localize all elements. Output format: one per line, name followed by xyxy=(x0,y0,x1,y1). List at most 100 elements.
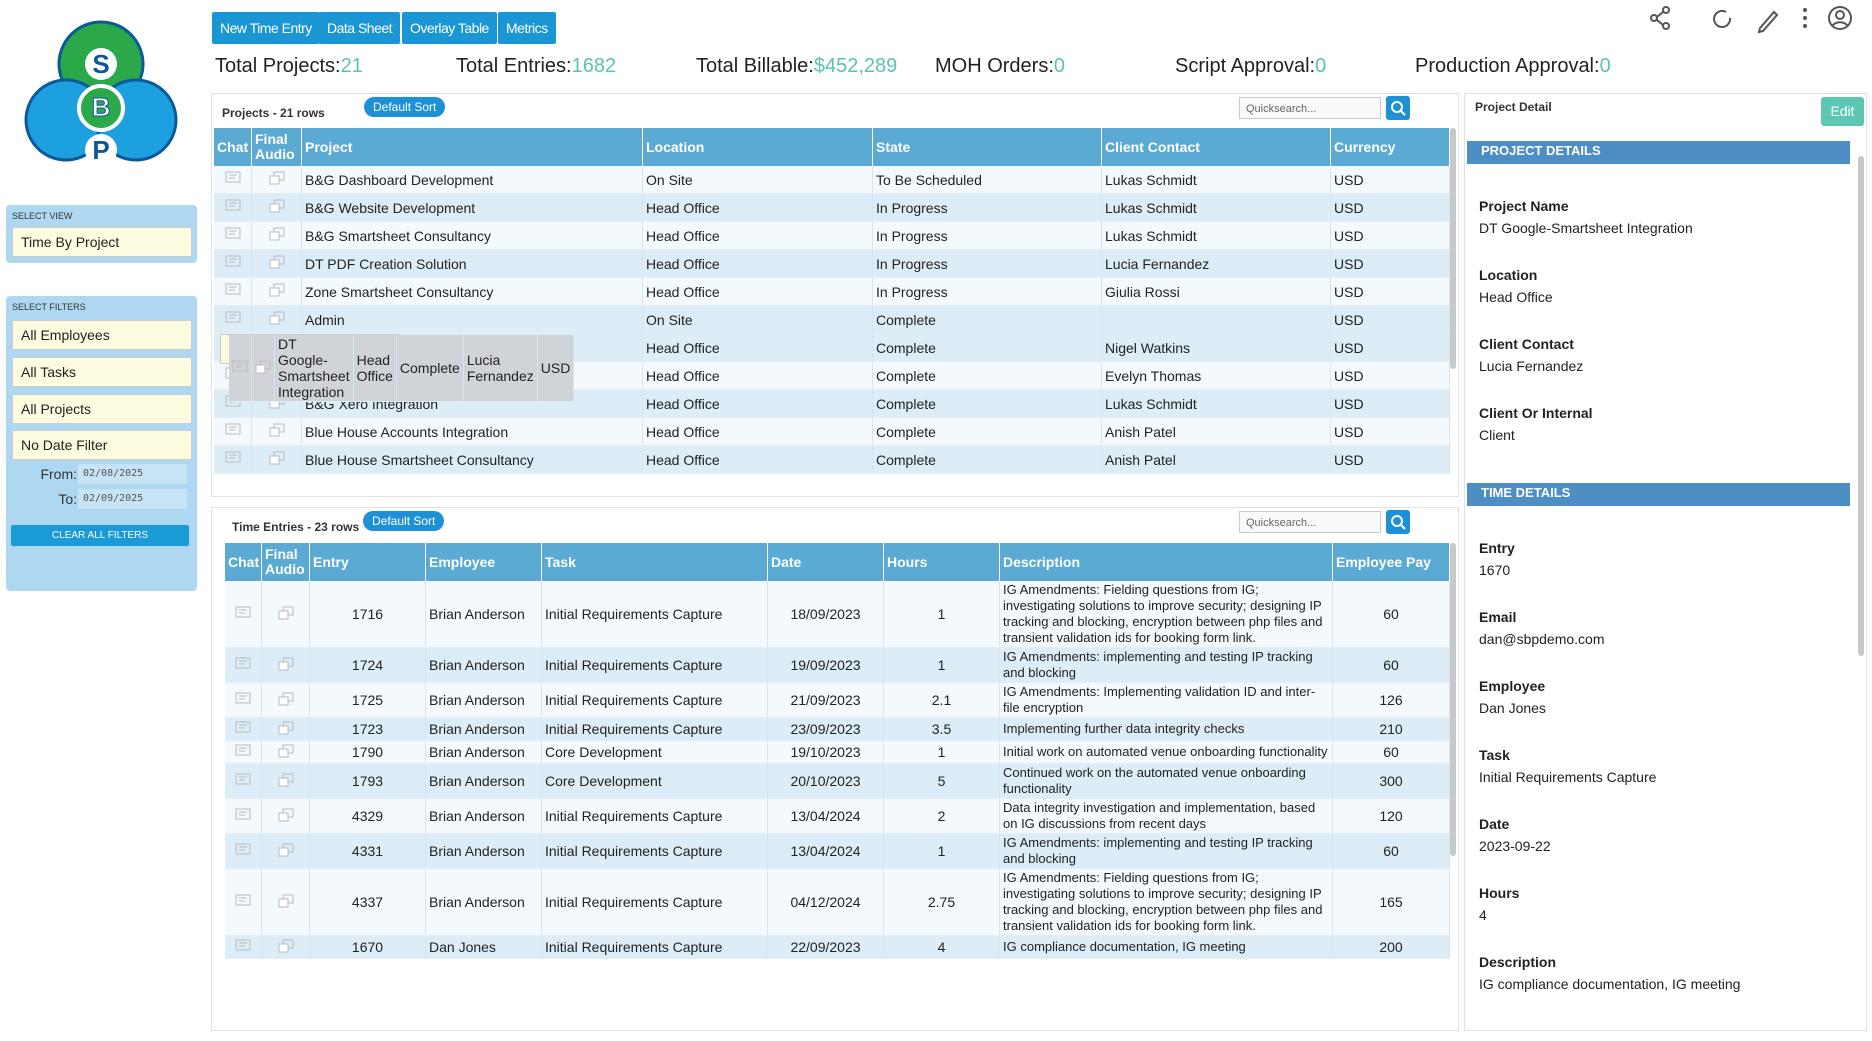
chat-icon[interactable] xyxy=(225,283,241,297)
chat-icon[interactable] xyxy=(235,744,251,758)
chat-icon[interactable] xyxy=(232,360,248,374)
column-header: Date xyxy=(767,543,884,581)
chat-cell xyxy=(214,249,252,278)
stat-value: 21 xyxy=(340,55,363,77)
audio-icon[interactable] xyxy=(278,692,294,706)
table-row[interactable]: DT PDF Creation Solution Head Office In Pr… xyxy=(214,249,1450,278)
chat-icon[interactable] xyxy=(235,721,251,735)
menu-icon[interactable] xyxy=(1803,8,1807,28)
filter-select[interactable]: No Date Filter xyxy=(12,430,192,460)
search-button[interactable] xyxy=(1386,96,1410,120)
chat-icon[interactable] xyxy=(235,692,251,706)
toolbar-button[interactable]: Metrics xyxy=(498,12,556,44)
clear-filters-button[interactable]: CLEAR ALL FILTERS xyxy=(11,525,189,546)
table-cell: 19/10/2023 xyxy=(767,740,884,764)
edit-button[interactable]: Edit xyxy=(1821,97,1864,126)
field-value: IG compliance documentation, IG meeting xyxy=(1479,976,1741,992)
edit-icon[interactable] xyxy=(1757,10,1779,34)
audio-icon[interactable] xyxy=(269,227,285,241)
audio-icon[interactable] xyxy=(255,360,271,374)
audio-icon[interactable] xyxy=(278,657,294,671)
chat-icon[interactable] xyxy=(235,843,251,857)
audio-icon[interactable] xyxy=(269,451,285,465)
audio-icon[interactable] xyxy=(269,283,285,297)
date-input[interactable]: 02/09/2025 xyxy=(78,489,187,509)
table-row[interactable]: B&G Dashboard Development On Site To Be Sc… xyxy=(214,166,1450,194)
audio-icon[interactable] xyxy=(278,606,294,620)
table-cell: Giulia Rossi xyxy=(1101,277,1331,306)
table-cell: Lucia Fernandez xyxy=(463,335,538,402)
audio-icon[interactable] xyxy=(269,171,285,185)
table-row[interactable]: B&G Website Development Head Office In Pro… xyxy=(214,193,1450,222)
chat-icon[interactable] xyxy=(235,606,251,620)
table-row[interactable]: 4337 Brian Anderson Initial Requirements C… xyxy=(225,868,1450,936)
chat-icon[interactable] xyxy=(225,227,241,241)
toolbar-button[interactable]: Overlay Table xyxy=(402,12,497,44)
table-cell: Initial Requirements Capture xyxy=(541,682,768,718)
table-row[interactable]: Zone Smartsheet Consultancy Head Office In… xyxy=(214,277,1450,306)
audio-icon[interactable] xyxy=(278,843,294,857)
chat-icon[interactable] xyxy=(225,311,241,325)
filter-select[interactable]: All Projects xyxy=(12,394,192,424)
sort-button[interactable]: Default Sort xyxy=(364,97,446,117)
audio-icon[interactable] xyxy=(269,423,285,437)
table-row[interactable]: 1793 Brian Anderson Core Development 20/10/… xyxy=(225,763,1450,799)
filter-select[interactable]: All Tasks xyxy=(12,357,192,387)
table-cell: 60 xyxy=(1332,581,1450,648)
column-header: Entry xyxy=(309,543,426,581)
audio-icon[interactable] xyxy=(269,255,285,269)
audio-icon[interactable] xyxy=(278,894,294,908)
table-row[interactable]: 1725 Brian Anderson Initial Requirements C… xyxy=(225,682,1450,718)
audio-icon[interactable] xyxy=(269,311,285,325)
table-row[interactable]: 1724 Brian Anderson Initial Requirements C… xyxy=(225,647,1450,683)
table-cell: Blue House Accounts Integration xyxy=(301,417,643,446)
chat-icon[interactable] xyxy=(225,423,241,437)
user-icon[interactable] xyxy=(1828,6,1852,30)
audio-icon[interactable] xyxy=(278,773,294,787)
chat-icon[interactable] xyxy=(235,894,251,908)
table-row[interactable]: 4329 Brian Anderson Initial Requirements C… xyxy=(225,798,1450,834)
quicksearch[interactable]: Quicksearch... xyxy=(1239,511,1381,533)
audio-icon[interactable] xyxy=(278,744,294,758)
table-row[interactable]: B&G Smartsheet Consultancy Head Office In … xyxy=(214,221,1450,250)
sort-button[interactable]: Default Sort xyxy=(363,511,445,531)
table-row[interactable]: DT Google-Smartsheet Integration Head Off… xyxy=(220,334,575,402)
share-icon[interactable] xyxy=(1650,6,1670,30)
search-button[interactable] xyxy=(1386,510,1410,534)
chat-cell xyxy=(225,798,262,834)
table-cell: IG Amendments: implementing and testing … xyxy=(999,647,1333,683)
chat-icon[interactable] xyxy=(235,808,251,822)
table-cell: Head Office xyxy=(642,221,873,250)
audio-icon[interactable] xyxy=(278,808,294,822)
chat-icon[interactable] xyxy=(235,773,251,787)
chat-icon[interactable] xyxy=(235,939,251,953)
table-row[interactable]: Blue House Smartsheet Consultancy Head Of… xyxy=(214,445,1450,474)
table-row[interactable]: Admin On Site Complete USD xyxy=(214,305,1450,334)
refresh-icon[interactable] xyxy=(1713,9,1732,28)
audio-icon[interactable] xyxy=(278,721,294,735)
quicksearch[interactable]: Quicksearch... xyxy=(1239,97,1381,119)
audio-icon[interactable] xyxy=(278,939,294,953)
toolbar-button[interactable]: New Time Entry xyxy=(212,12,320,44)
table-row[interactable]: 1670 Dan Jones Initial Requirements Captur… xyxy=(225,935,1450,959)
chat-icon[interactable] xyxy=(225,171,241,185)
table-row[interactable]: Blue House Accounts Integration Head Offi… xyxy=(214,417,1450,446)
filter-select[interactable]: All Employees xyxy=(12,320,192,350)
date-input[interactable]: 02/08/2025 xyxy=(78,464,187,484)
table-row[interactable]: 4331 Brian Anderson Initial Requirements C… xyxy=(225,833,1450,869)
chat-icon[interactable] xyxy=(225,199,241,213)
table-row[interactable]: 1790 Brian Anderson Core Development 19/10/… xyxy=(225,740,1450,764)
chat-icon[interactable] xyxy=(225,451,241,465)
table-row[interactable]: 1716 Brian Anderson Initial Requirements C… xyxy=(225,581,1450,648)
table-row[interactable]: 1723 Brian Anderson Initial Requirements C… xyxy=(225,717,1450,741)
table-cell: Brian Anderson xyxy=(425,647,542,683)
toolbar-button[interactable]: Data Sheet xyxy=(319,12,401,44)
table-cell: USD xyxy=(1330,417,1450,446)
audio-icon[interactable] xyxy=(269,199,285,213)
field-label: Client Or Internal xyxy=(1479,405,1593,421)
chat-icon[interactable] xyxy=(235,657,251,671)
table-cell: Head Office xyxy=(642,445,873,474)
table-cell: 60 xyxy=(1332,740,1450,764)
select-view[interactable]: Time By Project xyxy=(12,227,192,257)
chat-icon[interactable] xyxy=(225,255,241,269)
